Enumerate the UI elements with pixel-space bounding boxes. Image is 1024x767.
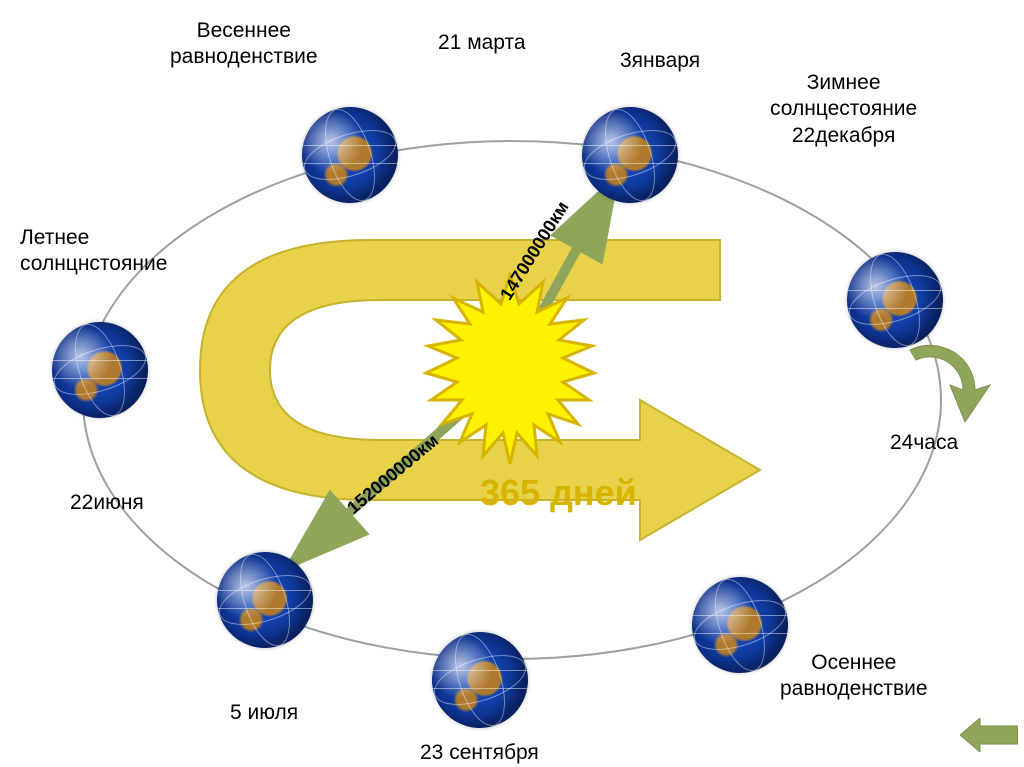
earth-autumn-equinox xyxy=(692,577,788,673)
earth-summer-solstice xyxy=(52,322,148,418)
label-jun22: 22июня xyxy=(70,490,144,516)
return-arrow-icon[interactable] xyxy=(960,718,1018,752)
label-mar21: 21 марта xyxy=(438,30,526,56)
label-summer-solstice: Летнее солнцнстояние xyxy=(20,225,167,278)
label-jan3: 3января xyxy=(620,48,700,74)
label-winter-solstice: Зимнее солнцестояние 22декабря xyxy=(770,70,917,149)
label-autumn-equinox: Осеннее равноденствие xyxy=(780,650,928,703)
earth-jul5 xyxy=(217,552,313,648)
rotation-arrow-icon xyxy=(880,330,1000,450)
earth-jan3 xyxy=(582,107,678,203)
earth-sep23 xyxy=(432,632,528,728)
orbital-period-label: 365 дней xyxy=(480,472,637,514)
label-sep23: 23 сентября xyxy=(420,740,539,766)
earth-mar21 xyxy=(302,107,398,203)
label-spring-equinox: Весеннее равноденствие xyxy=(170,18,318,71)
label-jul5: 5 июля xyxy=(230,700,298,726)
